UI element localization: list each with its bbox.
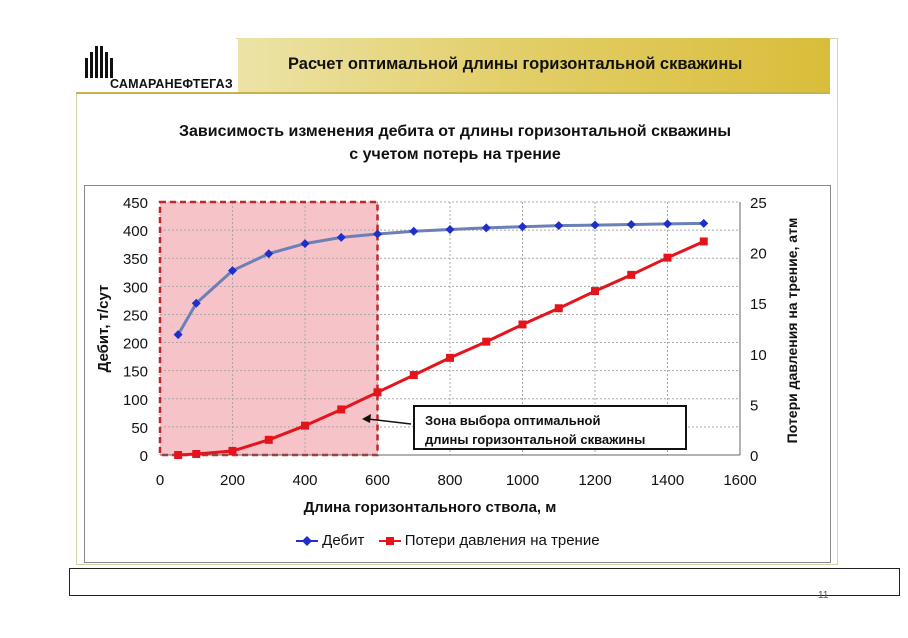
loss-point-2 bbox=[228, 446, 237, 455]
loss-point-13 bbox=[627, 270, 636, 279]
optimal-zone-fill bbox=[160, 202, 378, 455]
debit-point-15 bbox=[699, 218, 709, 228]
square-marker-icon bbox=[378, 537, 401, 545]
loss-point-14 bbox=[663, 253, 672, 262]
debit-point-7 bbox=[409, 226, 419, 236]
loss-point-4 bbox=[301, 421, 309, 430]
y-tick-label-8: 400 bbox=[123, 223, 148, 240]
y-tick-label-1: 50 bbox=[131, 420, 148, 437]
y-tick-label-0: 0 bbox=[140, 448, 148, 465]
y2-tick-label-0: 0 bbox=[750, 448, 758, 465]
y-tick-label-3: 150 bbox=[123, 364, 148, 381]
loss-point-8 bbox=[446, 353, 454, 362]
debit-point-5 bbox=[336, 232, 346, 242]
debit-point-8 bbox=[445, 225, 455, 235]
y-tick-label-7: 350 bbox=[123, 251, 148, 268]
annotation-arrow-shaft bbox=[367, 418, 412, 425]
slide-title: Расчет оптимальной длины горизонтальной … bbox=[288, 55, 743, 73]
debit-point-2 bbox=[228, 266, 237, 276]
legend-item-loss: Потери давления на трение bbox=[378, 532, 600, 549]
debit-point-12 bbox=[590, 220, 600, 230]
y2-axis-label: Потери давления на трение, атм bbox=[784, 218, 800, 444]
y-tick-label-5: 250 bbox=[123, 307, 148, 324]
zone-annotation-line-2: длины горизонтальной скважины bbox=[425, 432, 646, 447]
debit-point-0 bbox=[173, 330, 183, 340]
debit-point-11 bbox=[554, 221, 564, 231]
x-tick-label-4: 800 bbox=[437, 472, 462, 489]
y2-tick-label-5: 25 bbox=[750, 195, 767, 212]
x-tick-label-1: 200 bbox=[220, 472, 245, 489]
header-divider bbox=[76, 92, 830, 94]
loss-point-1 bbox=[192, 449, 201, 458]
loss-point-3 bbox=[264, 435, 273, 444]
y2-tick-label-2: 10 bbox=[750, 347, 767, 364]
loss-point-7 bbox=[409, 371, 418, 380]
loss-point-12 bbox=[591, 287, 599, 296]
page-number: 11 bbox=[818, 590, 829, 601]
loss-series-line bbox=[178, 240, 705, 457]
footer-box bbox=[69, 568, 900, 596]
debit-point-4 bbox=[300, 239, 310, 249]
legend-item-debit: Дебит bbox=[296, 532, 364, 549]
zone-annotation: Зона выбора оптимальной длины горизонтал… bbox=[413, 405, 687, 450]
x-tick-label-0: 0 bbox=[156, 472, 164, 489]
chart-legend: Дебит Потери давления на трение bbox=[296, 532, 610, 549]
legend-label-loss: Потери давления на трение bbox=[404, 532, 600, 549]
x-tick-label-5: 1000 bbox=[506, 472, 539, 489]
x-tick-label-3: 600 bbox=[365, 472, 390, 489]
chart-title-line-1: Зависимость изменения дебита от длины го… bbox=[178, 123, 732, 140]
debit-series-line bbox=[176, 221, 704, 336]
debit-point-1 bbox=[191, 298, 201, 308]
y-axis-label: Дебит, т/сут bbox=[95, 285, 112, 373]
x-tick-label-2: 400 bbox=[292, 472, 317, 489]
loss-point-0 bbox=[174, 451, 183, 459]
debit-point-13 bbox=[626, 219, 636, 229]
optimal-zone-border bbox=[158, 200, 379, 457]
chart-title: Зависимость изменения дебита от длины го… bbox=[80, 120, 830, 166]
y-tick-label-4: 200 bbox=[123, 336, 148, 353]
chart-frame bbox=[84, 185, 831, 563]
zone-annotation-line-1: Зона выбора оптимальной bbox=[425, 413, 601, 428]
chart-title-line-2: с учетом потерь на трение bbox=[349, 146, 561, 163]
debit-point-14 bbox=[663, 219, 672, 229]
y2-tick-label-1: 5 bbox=[750, 397, 758, 414]
debit-point-10 bbox=[518, 222, 527, 232]
loss-point-11 bbox=[554, 304, 563, 313]
title-band bbox=[238, 38, 830, 92]
debit-point-6 bbox=[373, 229, 382, 239]
annotation-arrow-head bbox=[362, 414, 371, 423]
loss-point-6 bbox=[373, 388, 382, 397]
loss-point-15 bbox=[699, 237, 708, 246]
y-tick-label-9: 450 bbox=[123, 195, 148, 212]
loss-point-5 bbox=[337, 405, 346, 414]
x-tick-label-7: 1400 bbox=[651, 472, 684, 489]
x-tick-label-6: 1200 bbox=[578, 472, 611, 489]
legend-label-debit: Дебит bbox=[322, 532, 365, 549]
y2-tick-label-3: 15 bbox=[750, 296, 767, 313]
x-axis-label: Длина горизонтального ствола, м bbox=[304, 499, 557, 516]
company-logo-text: САМАРАНЕФТЕГАЗ bbox=[110, 77, 233, 91]
company-logo-icon bbox=[85, 46, 113, 78]
y-tick-label-6: 300 bbox=[123, 279, 148, 296]
debit-point-9 bbox=[481, 223, 491, 233]
y-tick-label-2: 100 bbox=[123, 392, 148, 409]
debit-point-3 bbox=[264, 249, 274, 259]
loss-point-9 bbox=[482, 337, 491, 346]
y2-tick-label-4: 20 bbox=[750, 246, 767, 263]
loss-point-10 bbox=[518, 320, 527, 329]
diamond-marker-icon bbox=[296, 536, 318, 546]
x-tick-label-8: 1600 bbox=[723, 472, 756, 489]
